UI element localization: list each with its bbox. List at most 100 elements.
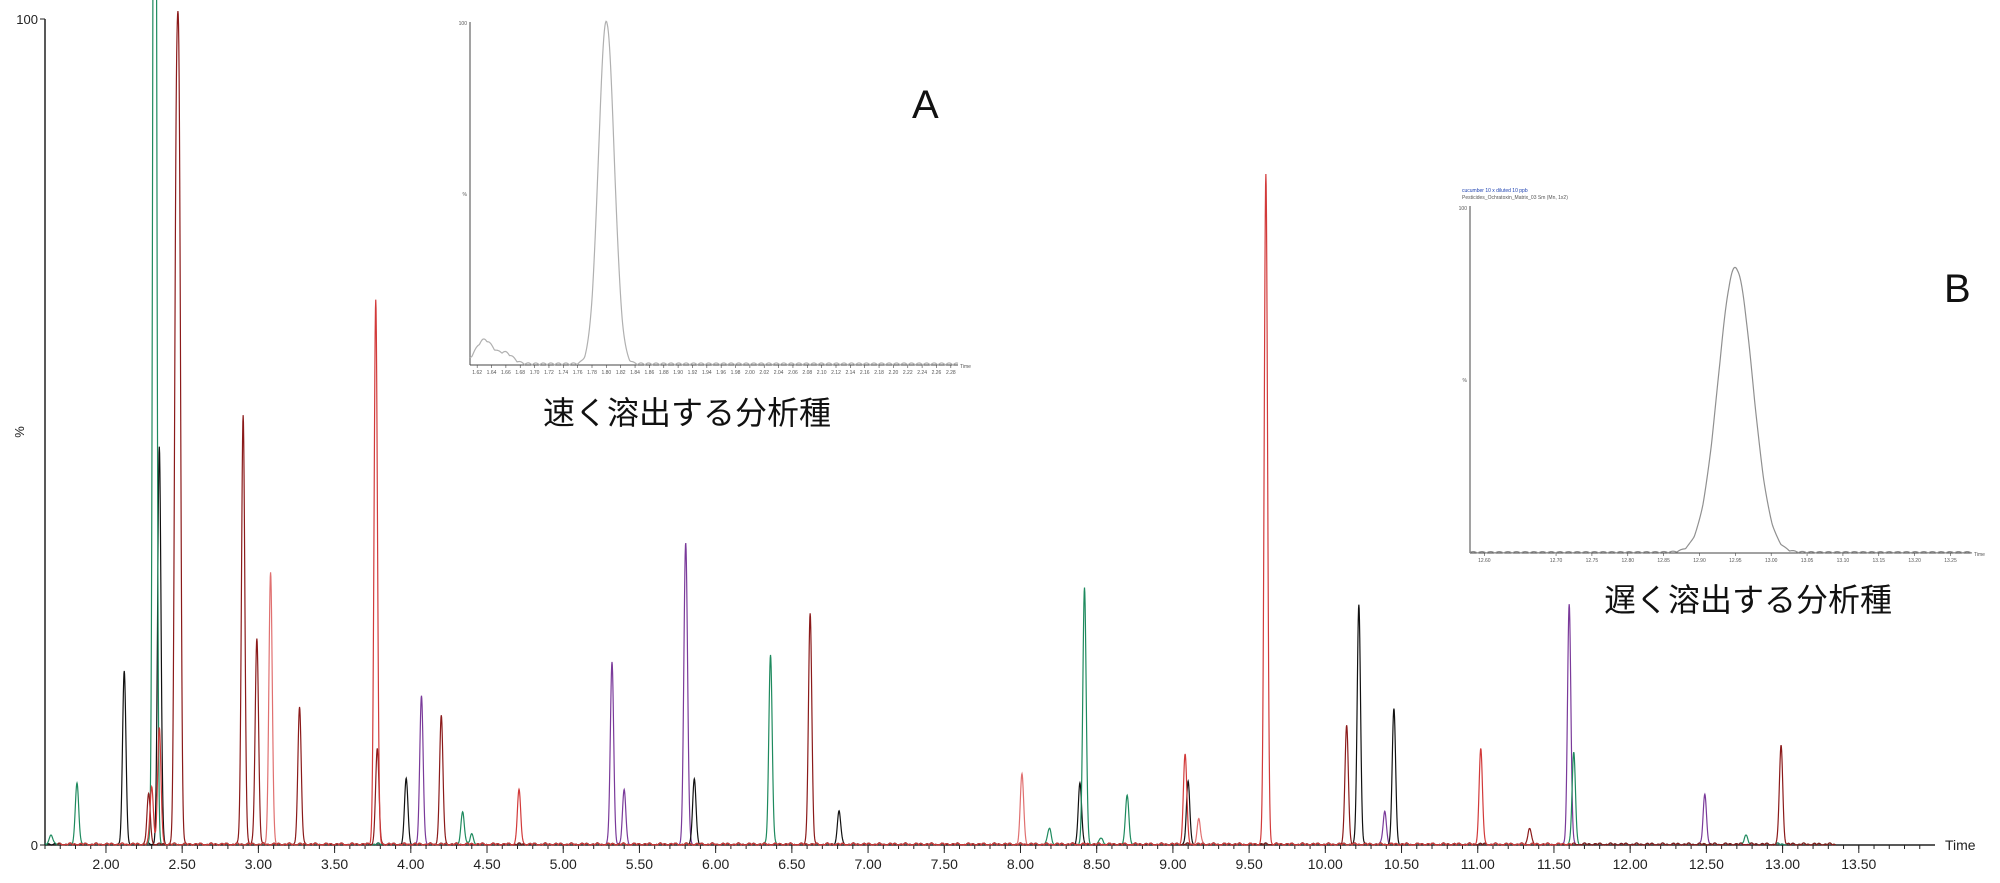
x-tick-label: 9.50 (1235, 856, 1262, 872)
inset-a-tick-label: 1.96 (716, 370, 726, 376)
inset-b-x-end: Time (1974, 552, 1985, 558)
inset-b-tick-label: 13.15 (1873, 558, 1886, 564)
inset-b-letter: B (1944, 267, 1971, 311)
inset-b-y-top: 100 (1459, 206, 1468, 212)
inset-a-tick-label: 1.66 (501, 370, 511, 376)
inset-a-tick-label: 1.64 (487, 370, 497, 376)
inset-a-tick-label: 1.80 (601, 370, 611, 376)
inset-b-trace (1469, 266, 1973, 554)
inset-b-tick-label: 12.70 (1550, 558, 1563, 564)
x-tick-label: 11.00 (1461, 856, 1495, 872)
inset-b-tick-label: 12.75 (1586, 558, 1599, 564)
inset-a-tick-label: 1.68 (515, 370, 525, 376)
trace-lightred (178, 572, 1291, 846)
y-axis-label: % (12, 426, 27, 438)
inset-a-tick-label: 1.82 (616, 370, 626, 376)
inset-a-tick-label: 1.70 (530, 370, 540, 376)
x-tick-label: 10.50 (1384, 856, 1419, 872)
inset-a-tick-label: 1.86 (645, 370, 655, 376)
y-tick-label-top: 100 (16, 12, 38, 27)
inset-a-x-end: Time (960, 364, 971, 370)
inset-b-header-2: Pesticides_Ochratoxin_Matrix_03 Sm (Mn, … (1462, 195, 1568, 201)
inset-b-tick-label: 13.00 (1765, 558, 1778, 564)
inset-a-tick-label: 1.76 (573, 370, 583, 376)
inset-a-tick-label: 2.16 (860, 370, 870, 376)
x-tick-label: 4.00 (397, 856, 424, 872)
inset-a-tick-label: 1.90 (673, 370, 683, 376)
inset-a-tick-label: 1.92 (688, 370, 698, 376)
inset-b-y-unit: % (1463, 378, 1468, 384)
x-tick-label: 5.50 (626, 856, 653, 872)
inset-a-tick-label: 1.72 (544, 370, 554, 376)
inset-b-tick-label: 13.05 (1801, 558, 1814, 564)
inset-b-caption: 遅く溶出する分析種 (1604, 581, 1892, 619)
inset-a-y-unit: % (463, 192, 468, 198)
inset-a-tick-label: 2.00 (745, 370, 755, 376)
inset-a-tick-label: 1.88 (659, 370, 669, 376)
inset-a-tick-label: 1.78 (587, 370, 597, 376)
x-tick-label: 5.00 (550, 856, 577, 872)
inset-a-tick-label: 2.22 (903, 370, 913, 376)
inset-a-tick-label: 1.74 (558, 370, 568, 376)
trace-darkred (56, 11, 1836, 846)
inset-a-tick-label: 1.98 (731, 370, 741, 376)
inset-a-x-ticks: 1.62 1.64 1.66 1.68 1.70 1.72 1.74 1.76 1.78 1.80… (472, 365, 956, 376)
y-tick-label-bottom: 0 (31, 838, 38, 853)
inset-a-tick-label: 2.08 (802, 370, 812, 376)
main-chart: 100 0 % Time 2.00 2.50 3.00 3.50 4.00 4.50 5.0… (12, 0, 1976, 872)
x-tick-label: 7.50 (931, 856, 958, 872)
inset-a-tick-label: 2.20 (889, 370, 899, 376)
inset-b-tick-label: 12.80 (1622, 558, 1635, 564)
inset-a-tick-label: 2.26 (932, 370, 942, 376)
x-tick-label: 6.00 (702, 856, 729, 872)
inset-a-trace (469, 20, 959, 366)
x-tick-label: 13.50 (1841, 856, 1876, 872)
x-axis-label: Time (1945, 837, 1976, 853)
x-tick-label: 12.50 (1689, 856, 1724, 872)
x-ticks: 2.00 2.50 3.00 3.50 4.00 4.50 5.00 5.50 6.00 6.50… (44, 845, 1921, 872)
x-tick-label: 8.00 (1007, 856, 1034, 872)
x-tick-label: 13.00 (1765, 856, 1800, 872)
inset-a-tick-label: 1.62 (472, 370, 482, 376)
x-tick-label: 10.00 (1308, 856, 1343, 872)
inset-a-tick-label: 1.84 (630, 370, 640, 376)
trace-red (59, 173, 1573, 846)
inset-a-tick-label: 2.02 (759, 370, 769, 376)
inset-b-tick-label: 12.85 (1657, 558, 1670, 564)
x-tick-label: 12.00 (1613, 856, 1648, 872)
inset-b-tick-label: 13.20 (1908, 558, 1921, 564)
inset-a-letter: A (912, 83, 939, 127)
inset-b-tick-label: 12.95 (1729, 558, 1742, 564)
x-tick-label: 6.50 (778, 856, 805, 872)
inset-a-tick-label: 2.28 (946, 370, 956, 376)
inset-a-tick-label: 2.04 (774, 370, 784, 376)
inset-a: 100 % Time 1.62 1.64 1.66 1.68 1.70 1.72 1.74 1… (459, 20, 971, 432)
inset-a-tick-label: 1.94 (702, 370, 712, 376)
x-tick-label: 9.00 (1159, 856, 1186, 872)
inset-a-tick-label: 2.10 (817, 370, 827, 376)
inset-b-tick-label: 13.10 (1837, 558, 1850, 564)
inset-b-x-ticks: 12.60 12.70 12.75 12.80 12.85 12.90 12.95 13.00… (1478, 553, 1957, 564)
inset-a-tick-label: 2.06 (788, 370, 798, 376)
inset-a-tick-label: 2.18 (874, 370, 884, 376)
x-tick-label: 2.00 (92, 856, 119, 872)
inset-b-tick-label: 12.60 (1478, 558, 1491, 564)
inset-b-header-1: cucumber 10 x diluted 10 ppb (1462, 188, 1528, 194)
inset-b-tick-label: 12.90 (1693, 558, 1706, 564)
x-tick-label: 3.00 (245, 856, 272, 872)
x-tick-label: 3.50 (321, 856, 348, 872)
x-tick-label: 4.50 (473, 856, 500, 872)
inset-b: cucumber 10 x diluted 10 ppb Pesticides_… (1459, 188, 1985, 619)
x-tick-label: 2.50 (169, 856, 196, 872)
inset-a-tick-label: 2.12 (831, 370, 841, 376)
inset-a-caption: 速く溶出する分析種 (543, 394, 831, 432)
x-tick-label: 11.50 (1537, 856, 1571, 872)
inset-a-tick-label: 2.14 (845, 370, 855, 376)
x-tick-label: 7.00 (854, 856, 881, 872)
traces (44, 0, 1836, 846)
x-tick-label: 8.50 (1083, 856, 1110, 872)
inset-a-y-top: 100 (459, 21, 468, 27)
inset-b-tick-label: 13.25 (1944, 558, 1957, 564)
inset-a-tick-label: 2.24 (917, 370, 927, 376)
